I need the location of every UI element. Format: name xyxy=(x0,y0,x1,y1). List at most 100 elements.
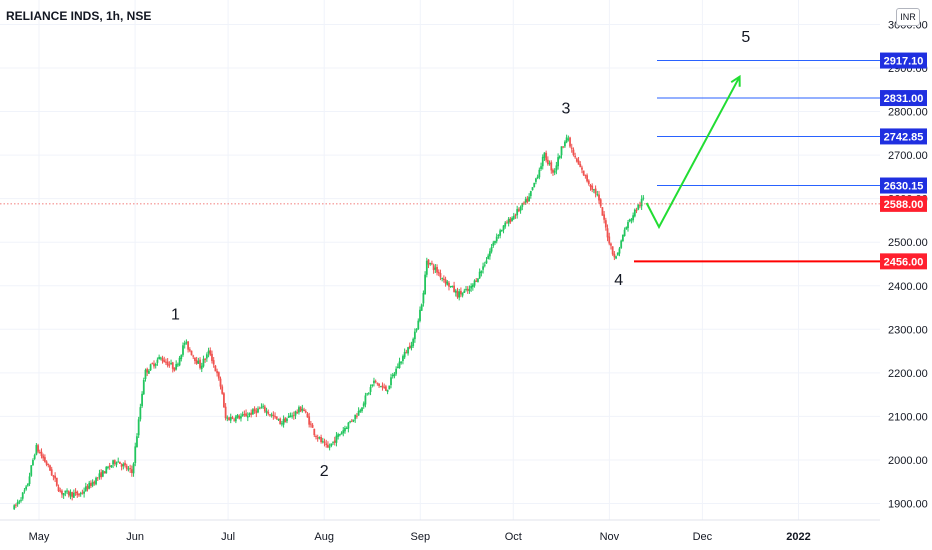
candle-body xyxy=(439,273,442,278)
candle-body xyxy=(280,423,283,425)
candle-body xyxy=(485,260,488,264)
candle-body xyxy=(190,350,193,356)
candle-body xyxy=(333,440,336,443)
candle-body xyxy=(170,362,172,365)
candle-body xyxy=(383,386,386,388)
candle-body xyxy=(642,197,645,199)
candle-body xyxy=(388,385,391,390)
candle-body xyxy=(432,265,435,271)
candle-body xyxy=(101,470,104,477)
candle-body xyxy=(16,502,19,505)
candle-body xyxy=(291,415,294,417)
candle-body xyxy=(444,279,447,284)
candle-body xyxy=(598,194,600,201)
candle-body xyxy=(371,384,374,387)
currency-badge[interactable]: INR xyxy=(896,8,920,26)
candle-body xyxy=(269,414,271,416)
candle-body xyxy=(26,483,29,486)
candle-body xyxy=(115,462,118,465)
candle-body xyxy=(221,386,224,394)
candle-body xyxy=(241,414,244,417)
candle-body xyxy=(606,228,609,238)
candle-body xyxy=(98,473,101,478)
candle-body xyxy=(55,477,58,486)
candle-body xyxy=(635,210,638,212)
candle-body xyxy=(45,461,48,465)
candle-body xyxy=(236,415,239,418)
candle-body xyxy=(395,368,398,374)
candle-body xyxy=(412,338,415,346)
candle-body xyxy=(410,345,413,348)
candle-body xyxy=(536,176,539,179)
candle-body xyxy=(311,424,314,428)
candle-body xyxy=(442,278,445,280)
candle-body xyxy=(492,242,495,246)
candle-body xyxy=(211,353,213,361)
candle-body xyxy=(589,184,592,187)
candle-body xyxy=(470,285,473,289)
candle-body xyxy=(120,464,123,467)
candle-body xyxy=(325,443,328,445)
candle-body xyxy=(195,359,198,364)
candle-body xyxy=(119,461,121,464)
candle-body xyxy=(567,138,570,140)
candle-body xyxy=(154,363,157,366)
target-price-label-bg xyxy=(880,177,927,194)
candle-body xyxy=(374,380,377,382)
candle-body xyxy=(478,271,481,279)
current-price-label-bg xyxy=(880,195,927,212)
candle-body xyxy=(557,157,559,167)
candle-body xyxy=(25,486,28,490)
candle-body xyxy=(274,416,276,418)
candle-body xyxy=(263,406,266,412)
candle-body xyxy=(448,282,450,287)
candle-body xyxy=(528,196,531,202)
candle-body xyxy=(91,482,94,486)
candle-body xyxy=(100,472,103,478)
candle-body xyxy=(337,434,340,437)
candle-body xyxy=(168,364,171,366)
candle-body xyxy=(71,492,74,497)
candle-body xyxy=(344,427,346,432)
y-tick-label: 2300.00 xyxy=(888,324,928,336)
candle-body xyxy=(400,361,403,363)
annotations: 1 2 3 4 5 xyxy=(0,29,880,480)
candle-body xyxy=(301,408,304,411)
candle-body xyxy=(618,248,621,254)
candle-body xyxy=(103,471,106,474)
candle-body xyxy=(132,463,135,474)
candle-body xyxy=(569,137,571,147)
candle-body xyxy=(548,163,551,165)
candle-body xyxy=(529,191,532,196)
candle-body xyxy=(594,188,597,194)
candle-body xyxy=(37,445,39,452)
y-tick-label: 1900.00 xyxy=(888,499,928,511)
candle-body xyxy=(234,416,237,422)
candle-body xyxy=(250,412,253,415)
candle-body xyxy=(523,202,525,204)
candle-body xyxy=(265,410,268,413)
support-price-label-bg xyxy=(880,253,927,270)
candle-body xyxy=(627,222,629,229)
candle-body xyxy=(306,413,309,418)
candle-body xyxy=(78,494,80,496)
candle-body xyxy=(507,218,510,224)
candle-body xyxy=(454,290,457,293)
y-tick-label: 2100.00 xyxy=(888,411,928,423)
candle-body xyxy=(497,235,500,237)
candle-body xyxy=(197,360,200,364)
candle-body xyxy=(83,491,86,494)
x-tick-label: Jul xyxy=(221,531,235,543)
candle-body xyxy=(403,351,406,358)
candle-body xyxy=(586,175,588,182)
candle-body xyxy=(40,451,43,456)
candle-body xyxy=(217,372,220,379)
candle-body xyxy=(238,416,241,419)
candle-body xyxy=(640,198,643,207)
candle-body xyxy=(303,409,305,412)
candle-body xyxy=(364,395,367,405)
candle-body xyxy=(282,418,285,425)
candle-body xyxy=(461,292,464,296)
candle-body xyxy=(581,167,583,170)
